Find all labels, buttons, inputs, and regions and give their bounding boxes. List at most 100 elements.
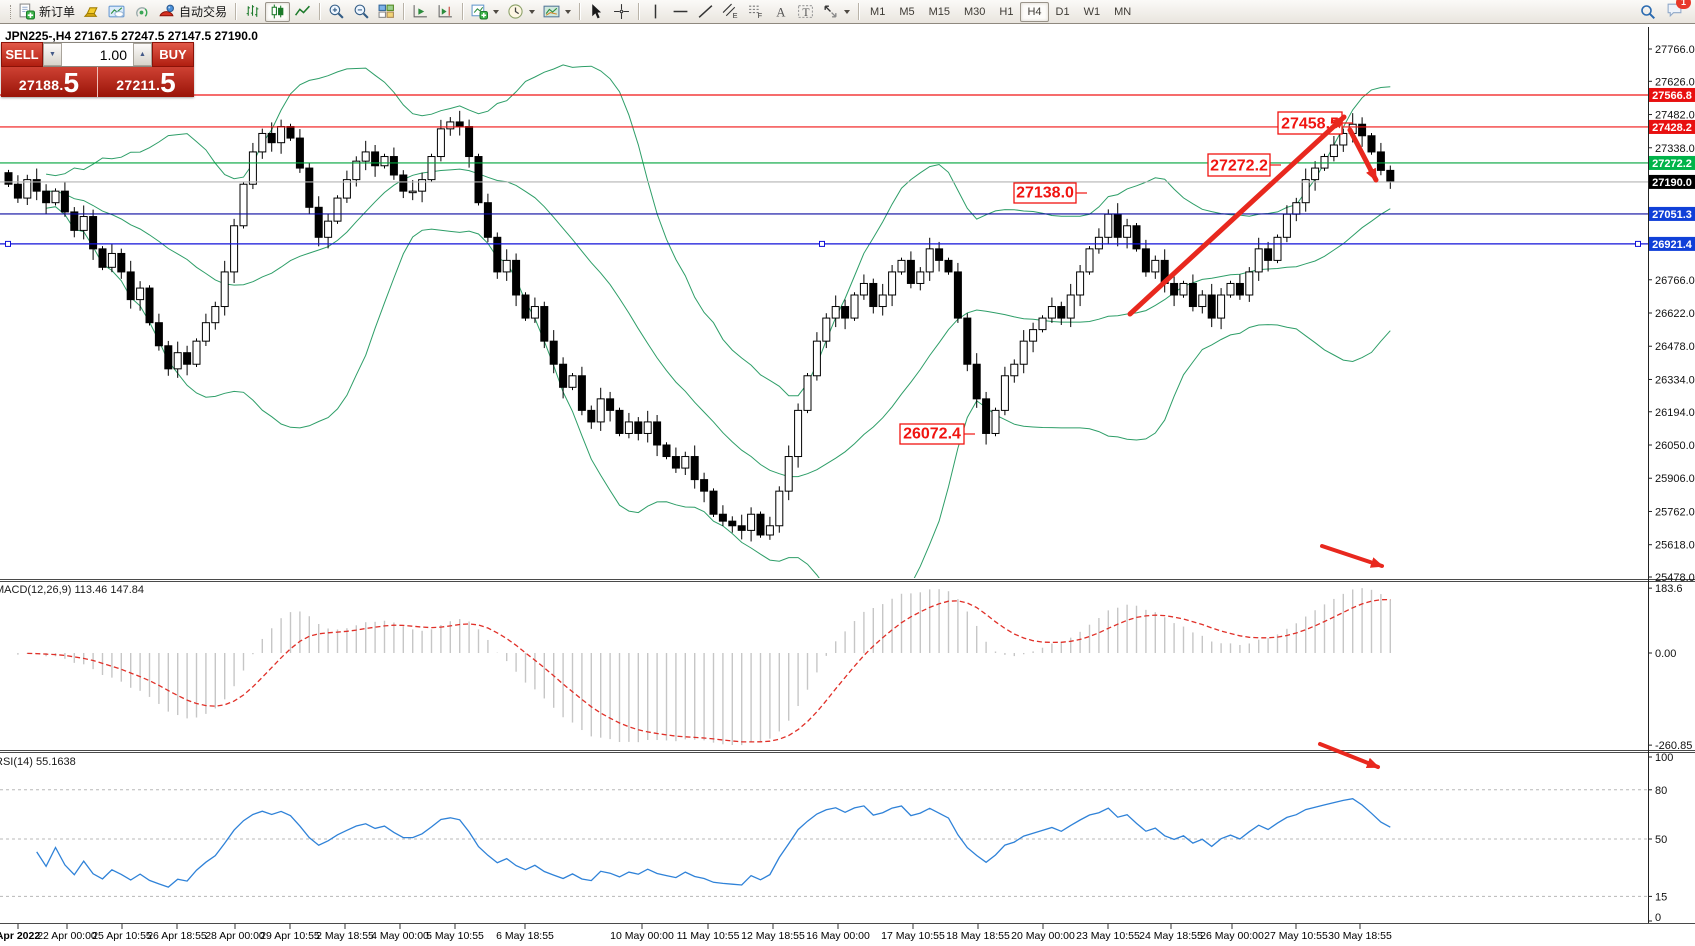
trend-arrow[interactable] xyxy=(1127,114,1347,317)
zoom-in-button[interactable] xyxy=(324,2,349,22)
crosshair-button[interactable] xyxy=(609,2,634,22)
svg-text:26 Apr 18:55: 26 Apr 18:55 xyxy=(147,930,207,942)
timeframe-MN[interactable]: MN xyxy=(1107,2,1138,22)
horizontal-line-icon xyxy=(673,10,688,13)
timeframe-H4[interactable]: H4 xyxy=(1020,1,1049,22)
buy-price[interactable]: 27211. 5 xyxy=(97,67,194,97)
price-annotation-26072.4[interactable]: 26072.4 xyxy=(899,423,975,445)
chevron-down-icon xyxy=(565,9,572,14)
symbol-ohlc-info: JPN225-,H4 27167.5 27247.5 27147.5 27190… xyxy=(5,29,258,43)
svg-text:26072.4: 26072.4 xyxy=(903,426,961,443)
panel-separator xyxy=(0,581,1695,582)
zoom-out-button[interactable] xyxy=(349,2,374,22)
line-handle[interactable] xyxy=(1635,240,1641,247)
svg-text:25 Apr 10:55: 25 Apr 10:55 xyxy=(92,930,152,942)
arrows-button[interactable] xyxy=(818,2,854,22)
price-annotation-27458.5[interactable]: 27458.5 xyxy=(1277,111,1353,135)
new-order-button[interactable]: 新订单 xyxy=(14,2,79,22)
svg-text:27138.0: 27138.0 xyxy=(1016,185,1074,202)
line-handle[interactable] xyxy=(5,240,11,247)
timeframe-M5[interactable]: M5 xyxy=(892,2,921,22)
svg-text:15: 15 xyxy=(1655,891,1667,903)
chart-shift-icon xyxy=(438,5,452,18)
toolbar-right: 1 xyxy=(1640,0,1691,23)
candlestick-chart-button[interactable] xyxy=(265,1,291,22)
timeframe-M30[interactable]: M30 xyxy=(957,2,992,22)
tile-windows-button[interactable] xyxy=(374,2,399,22)
tile-windows-icon xyxy=(378,4,394,18)
chat-button[interactable]: 1 xyxy=(1666,0,1691,23)
svg-text:27 May 10:55: 27 May 10:55 xyxy=(1264,930,1328,942)
line-chart-button[interactable] xyxy=(290,2,315,22)
auto-scroll-button[interactable] xyxy=(408,2,433,22)
community-button[interactable] xyxy=(104,2,129,22)
horizontal-line-button[interactable] xyxy=(668,2,693,22)
vertical-line-icon xyxy=(654,4,657,19)
panel-separator xyxy=(0,750,1695,751)
svg-text:0: 0 xyxy=(1655,912,1661,924)
new-chart-button[interactable] xyxy=(467,2,503,22)
sell-button[interactable]: SELL xyxy=(1,42,43,67)
timeframe-M15[interactable]: M15 xyxy=(922,2,957,22)
svg-text:27458.5: 27458.5 xyxy=(1281,116,1339,133)
timeframe-H1[interactable]: H1 xyxy=(992,2,1020,22)
toolbar-grip[interactable] xyxy=(2,4,11,19)
svg-text:27626.0: 27626.0 xyxy=(1655,76,1695,88)
trend-arrow[interactable] xyxy=(1318,742,1380,769)
buy-button[interactable]: BUY xyxy=(152,42,194,67)
svg-text:29 Apr 10:55: 29 Apr 10:55 xyxy=(260,930,320,942)
price-annotation-27138.0[interactable]: 27138.0 xyxy=(1013,182,1087,204)
fibonacci-icon: F xyxy=(749,5,763,20)
svg-text:80: 80 xyxy=(1655,785,1667,797)
svg-text:25478.0: 25478.0 xyxy=(1655,572,1695,584)
svg-text:12 May 18:55: 12 May 18:55 xyxy=(741,930,805,942)
svg-text:25618.0: 25618.0 xyxy=(1655,540,1695,552)
templates-button[interactable] xyxy=(539,2,575,22)
svg-text:0.00: 0.00 xyxy=(1655,648,1676,660)
bar-chart-button[interactable] xyxy=(240,2,265,22)
trend-arrow[interactable] xyxy=(1320,544,1384,568)
chart-shift-button[interactable] xyxy=(433,2,458,22)
periods-button[interactable] xyxy=(503,2,539,22)
rsi-indicator-label: RSI(14) 55.1638 xyxy=(0,756,76,768)
svg-text:26622.0: 26622.0 xyxy=(1655,308,1695,320)
trendline-button[interactable] xyxy=(693,2,718,22)
signals-button[interactable] xyxy=(129,2,154,22)
panel-separator xyxy=(0,579,1695,580)
auto-trading-button[interactable]: 自动交易 xyxy=(154,2,231,22)
search-icon[interactable] xyxy=(1640,4,1656,20)
sell-price-main: 27188. xyxy=(18,77,64,93)
market-watch-gold-button[interactable] xyxy=(79,2,104,22)
line-handle[interactable] xyxy=(819,240,825,247)
cursor-button[interactable] xyxy=(584,2,609,22)
svg-text:18 May 18:55: 18 May 18:55 xyxy=(946,930,1010,942)
volume-decrease-button[interactable]: ▼ xyxy=(43,43,62,66)
text-button[interactable]: A xyxy=(768,2,793,22)
vertical-line-button[interactable] xyxy=(643,2,668,22)
text-label-button[interactable]: T xyxy=(793,2,818,22)
fibonacci-button[interactable]: F xyxy=(743,2,768,22)
volume-input[interactable]: 1.00 xyxy=(62,43,133,66)
svg-text:27272.2: 27272.2 xyxy=(1652,158,1692,170)
timeframe-D1[interactable]: D1 xyxy=(1049,2,1077,22)
toolbar-separator xyxy=(462,3,464,20)
timeframe-M1[interactable]: M1 xyxy=(863,2,892,22)
svg-text:25762.0: 25762.0 xyxy=(1655,506,1695,518)
svg-text:22 Apr 00:00: 22 Apr 00:00 xyxy=(37,930,97,942)
toolbar-separator xyxy=(235,3,237,20)
chevron-down-icon xyxy=(493,9,500,14)
price-annotation-27272.2[interactable]: 27272.2 xyxy=(1207,153,1281,177)
equidistant-channel-button[interactable]: E xyxy=(718,2,743,22)
sell-price[interactable]: 27188. 5 xyxy=(1,67,97,97)
trend-arrow[interactable] xyxy=(1347,127,1379,183)
svg-text:5 May 10:55: 5 May 10:55 xyxy=(426,930,484,942)
main-toolbar: 新订单 自动交易 xyxy=(0,0,1695,24)
gold-ingot-icon xyxy=(83,7,98,17)
volume-increase-button[interactable]: ▲ xyxy=(133,43,152,66)
timeframe-W1[interactable]: W1 xyxy=(1077,2,1108,22)
svg-text:27272.2: 27272.2 xyxy=(1210,158,1268,175)
trendline-icon xyxy=(698,5,713,18)
toolbar-separator xyxy=(858,3,860,20)
svg-text:27338.0: 27338.0 xyxy=(1655,143,1695,155)
